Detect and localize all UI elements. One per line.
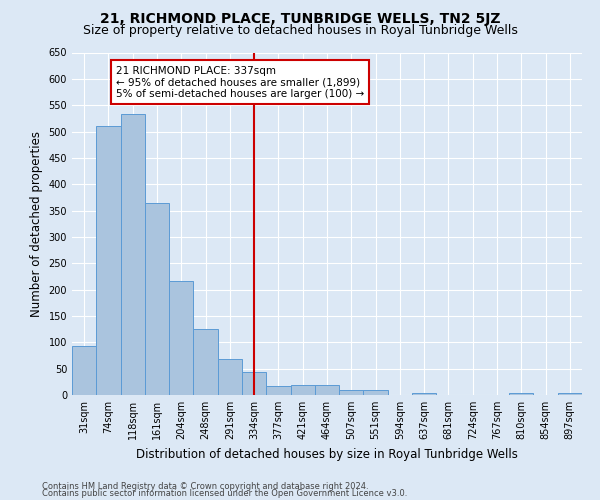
Bar xyxy=(242,372,266,395)
Bar xyxy=(218,359,242,395)
X-axis label: Distribution of detached houses by size in Royal Tunbridge Wells: Distribution of detached houses by size … xyxy=(136,448,518,460)
Bar xyxy=(315,385,339,395)
Bar xyxy=(121,114,145,395)
Bar xyxy=(509,394,533,395)
Text: Size of property relative to detached houses in Royal Tunbridge Wells: Size of property relative to detached ho… xyxy=(83,24,517,37)
Bar xyxy=(145,202,169,395)
Text: 21, RICHMOND PLACE, TUNBRIDGE WELLS, TN2 5JZ: 21, RICHMOND PLACE, TUNBRIDGE WELLS, TN2… xyxy=(100,12,500,26)
Text: Contains public sector information licensed under the Open Government Licence v3: Contains public sector information licen… xyxy=(42,490,407,498)
Bar xyxy=(266,386,290,395)
Bar xyxy=(412,393,436,395)
Bar xyxy=(96,126,121,395)
Text: Contains HM Land Registry data © Crown copyright and database right 2024.: Contains HM Land Registry data © Crown c… xyxy=(42,482,368,491)
Bar xyxy=(364,390,388,395)
Bar xyxy=(169,280,193,395)
Text: 21 RICHMOND PLACE: 337sqm
← 95% of detached houses are smaller (1,899)
5% of sem: 21 RICHMOND PLACE: 337sqm ← 95% of detac… xyxy=(116,66,364,99)
Y-axis label: Number of detached properties: Number of detached properties xyxy=(30,130,43,317)
Bar xyxy=(72,346,96,395)
Bar xyxy=(558,394,582,395)
Bar xyxy=(339,390,364,395)
Bar xyxy=(290,385,315,395)
Bar xyxy=(193,329,218,395)
